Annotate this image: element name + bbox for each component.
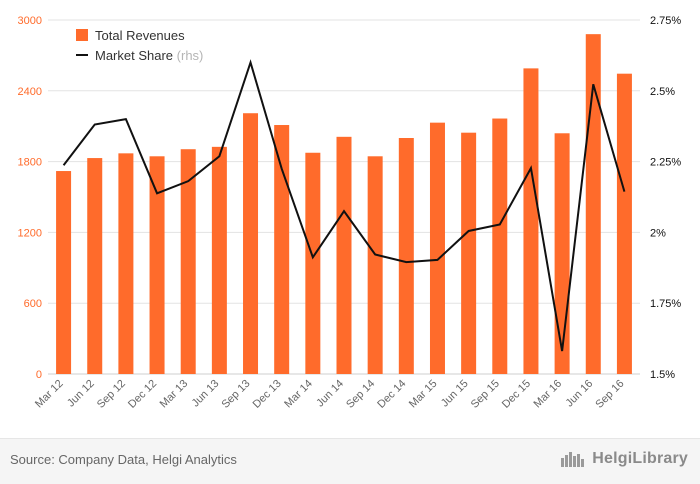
bar bbox=[180, 149, 196, 374]
x-tick-label: Sep 13 bbox=[220, 378, 253, 411]
right-axis-ticks: 1.5% 1.75% 2% 2.25% 2.5% 2.75% bbox=[650, 15, 681, 381]
left-tick-label: 1200 bbox=[18, 227, 42, 239]
source-note: Source: Company Data, Helgi Analytics bbox=[10, 452, 237, 467]
x-tick-label: Sep 16 bbox=[593, 378, 626, 411]
bar bbox=[554, 133, 570, 374]
x-tick-label: Dec 15 bbox=[500, 378, 533, 411]
x-tick-label: Dec 13 bbox=[251, 378, 284, 411]
bar bbox=[461, 132, 477, 374]
x-tick-label: Sep 15 bbox=[469, 378, 502, 411]
right-tick-label: 2.25% bbox=[650, 157, 681, 169]
right-tick-label: 2.5% bbox=[650, 86, 675, 98]
x-tick-label: Mar 12 bbox=[33, 378, 66, 411]
right-tick-label: 2.75% bbox=[650, 15, 681, 27]
line-market-share bbox=[62, 59, 626, 352]
bar bbox=[367, 156, 383, 374]
right-tick-label: 2% bbox=[650, 227, 666, 239]
x-tick-label: Jun 15 bbox=[439, 378, 471, 410]
bar bbox=[429, 122, 445, 374]
x-tick-label: Jun 14 bbox=[314, 378, 346, 410]
legend-label-market-share: Market Share (rhs) bbox=[95, 48, 203, 63]
bar bbox=[523, 68, 539, 374]
legend: Total Revenues Market Share (rhs) bbox=[76, 28, 203, 63]
x-tick-label: Jun 16 bbox=[564, 378, 596, 410]
bar bbox=[492, 118, 508, 374]
left-tick-label: 2400 bbox=[18, 86, 42, 98]
x-tick-label: Dec 12 bbox=[126, 378, 159, 411]
brand[interactable]: HelgiLibrary bbox=[560, 450, 688, 468]
footer: Source: Company Data, Helgi Analytics He… bbox=[0, 438, 700, 484]
right-tick-label: 1.5% bbox=[650, 369, 675, 381]
left-axis-ticks: 0 600 1200 1800 2400 3000 bbox=[18, 15, 42, 381]
x-tick-label: Jun 13 bbox=[190, 378, 222, 410]
bar bbox=[274, 125, 290, 375]
x-tick-label: Dec 14 bbox=[375, 378, 408, 411]
brand-name: HelgiLibrary bbox=[592, 450, 688, 467]
bar bbox=[305, 152, 321, 374]
left-tick-label: 3000 bbox=[18, 15, 42, 27]
bar bbox=[149, 156, 165, 374]
x-tick-label: Mar 16 bbox=[532, 378, 565, 411]
x-tick-label: Sep 14 bbox=[344, 378, 377, 411]
legend-label-total-revenues: Total Revenues bbox=[95, 28, 185, 43]
bar bbox=[87, 158, 103, 374]
bar bbox=[118, 153, 134, 374]
library-logo-icon bbox=[561, 452, 585, 467]
chart: 0 600 1200 1800 2400 3000 1.5% 1.75% 2% 2.25% 2.5%… bbox=[18, 15, 682, 411]
left-tick-label: 600 bbox=[24, 298, 42, 310]
right-tick-label: 1.75% bbox=[650, 298, 681, 310]
bar bbox=[243, 113, 259, 374]
bar bbox=[336, 136, 352, 374]
left-tick-label: 1800 bbox=[18, 157, 42, 169]
x-tick-label: Mar 15 bbox=[407, 378, 440, 411]
bar bbox=[211, 146, 227, 374]
bar bbox=[616, 73, 632, 374]
bar bbox=[56, 171, 72, 374]
x-tick-label: Sep 12 bbox=[95, 378, 128, 411]
legend-swatch-total-revenues bbox=[76, 29, 88, 41]
bars-total-revenues bbox=[56, 34, 632, 375]
x-tick-label: Mar 13 bbox=[158, 378, 191, 411]
x-tick-label: Mar 14 bbox=[282, 378, 315, 411]
left-tick-label: 0 bbox=[36, 369, 42, 381]
x-tick-label: Jun 12 bbox=[65, 378, 97, 410]
legend-rhs-note: (rhs) bbox=[177, 48, 204, 63]
bar bbox=[398, 138, 414, 374]
